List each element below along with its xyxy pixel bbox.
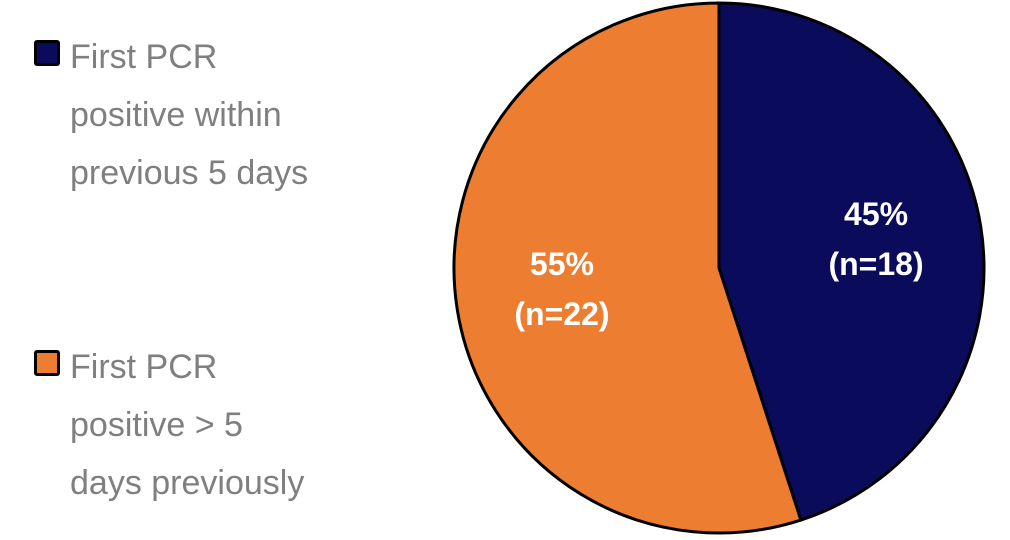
- pie-slice-more-than-5-days: [452, 1, 803, 535]
- slice-label-within-5-days-count: (n=18): [828, 246, 923, 282]
- pie-slice-within-5-days: [717, 1, 986, 522]
- slice-label-within-5-days: 45% (n=18): [828, 196, 923, 282]
- legend-swatch-within-5-days: [34, 40, 60, 66]
- slice-label-more-than-5-days: 55% (n=22): [514, 246, 609, 332]
- legend: First PCR positive within previous 5 day…: [34, 28, 364, 502]
- slice-label-more-than-5-days-percent: 55%: [530, 246, 594, 282]
- legend-item-more-than-5-days: First PCR positive > 5 days previously: [34, 338, 360, 512]
- legend-label-more-than-5-days: First PCR positive > 5 days previously: [70, 348, 305, 502]
- slice-label-within-5-days-percent: 45%: [844, 196, 908, 232]
- legend-label-within-5-days: First PCR positive within previous 5 day…: [70, 38, 309, 192]
- legend-swatch-more-than-5-days: [34, 350, 60, 376]
- slice-label-more-than-5-days-count: (n=22): [514, 296, 609, 332]
- legend-item-within-5-days: First PCR positive within previous 5 day…: [34, 28, 360, 202]
